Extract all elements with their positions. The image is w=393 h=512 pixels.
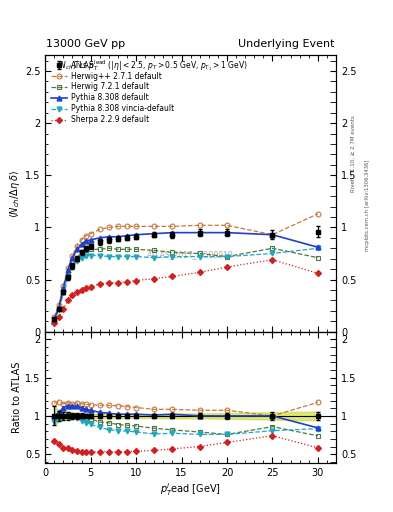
Legend: ATLAS, Herwig++ 2.7.1 default, Herwig 7.2.1 default, Pythia 8.308 default, Pythi: ATLAS, Herwig++ 2.7.1 default, Herwig 7.…: [49, 59, 176, 126]
Text: ATLAS_2017_I1509919: ATLAS_2017_I1509919: [147, 250, 234, 259]
Y-axis label: Ratio to ATLAS: Ratio to ATLAS: [12, 362, 22, 433]
Text: mcplots.cern.ch [arXiv:1306.3436]: mcplots.cern.ch [arXiv:1306.3436]: [365, 159, 371, 250]
Text: Underlying Event: Underlying Event: [238, 38, 335, 49]
X-axis label: $p_T^l{\rm ead}$ [GeV]: $p_T^l{\rm ead}$ [GeV]: [160, 481, 221, 498]
Text: $\langle N_{ch}\rangle$ vs $p_T^{\rm lead}$ ($|\eta|<2.5$, $p_T>0.5$ GeV, $p_{T_: $\langle N_{ch}\rangle$ vs $p_T^{\rm lea…: [57, 58, 248, 73]
Y-axis label: $\langle N_{ch}/\Delta\eta\,\delta\rangle$: $\langle N_{ch}/\Delta\eta\,\delta\rangl…: [8, 169, 22, 218]
Text: 13000 GeV pp: 13000 GeV pp: [46, 38, 125, 49]
Text: Rivet 3.1.10, ≥ 2.7M events: Rivet 3.1.10, ≥ 2.7M events: [351, 115, 356, 192]
